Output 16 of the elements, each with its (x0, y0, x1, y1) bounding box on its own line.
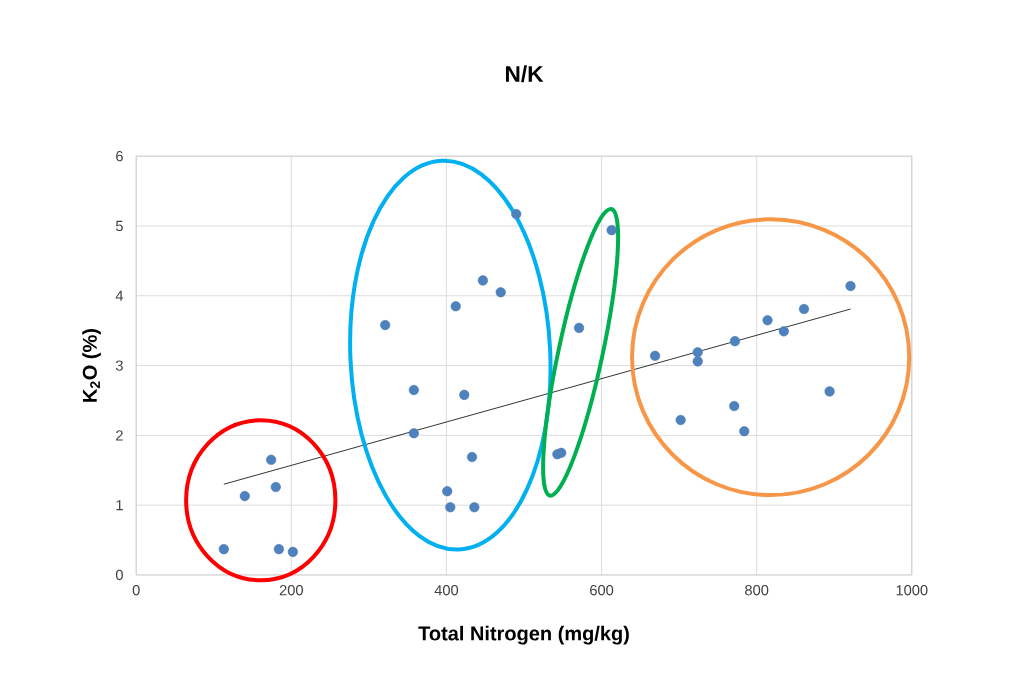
x-tick-label: 1000 (896, 584, 928, 596)
y-tick-label: 2 (116, 430, 123, 441)
x-tick-label: 200 (279, 584, 303, 596)
y-tick-label: 4 (115, 290, 124, 301)
x-tick-label: 800 (745, 584, 769, 596)
y-tick-label: 0 (115, 569, 123, 581)
chart-title: N/K (506, 65, 544, 83)
x-tick-label: 0 (132, 584, 140, 596)
y-tick-label: 3 (115, 360, 123, 371)
y-tick-label: 6 (116, 150, 123, 162)
y-tick-label: 1 (116, 500, 123, 511)
x-tick-label: 600 (590, 584, 614, 596)
y-tick-label: 5 (115, 220, 123, 232)
x-axis-title: Total Nitrogen (mg/kg) (418, 625, 629, 645)
y-axis-title: K$_{2}$O (%) (82, 328, 101, 402)
x-tick-label: 400 (434, 584, 459, 596)
